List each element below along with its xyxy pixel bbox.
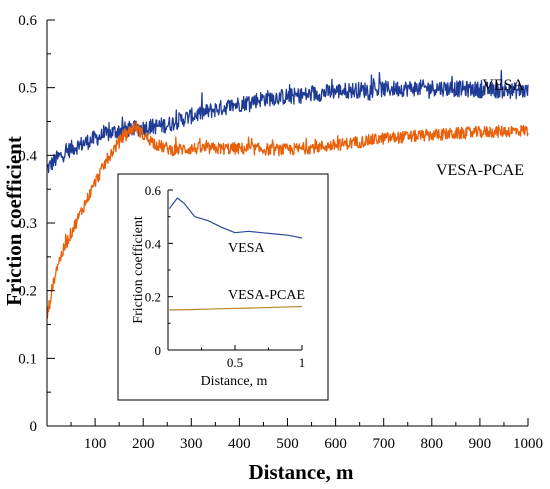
y-tick-label: 0.5	[18, 81, 37, 97]
inset-series-line-vesa	[168, 197, 303, 239]
x-tick-label: 500	[276, 436, 299, 452]
x-axis-title: Distance, m	[249, 460, 354, 484]
inset-series-label-vesa-pcae: VESA-PCAE	[228, 288, 305, 303]
x-tick-label: 300	[180, 436, 203, 452]
x-tick-label: 800	[421, 436, 444, 452]
y-tick-label: 0.4	[18, 148, 37, 164]
inset-x-tick-label: 0.5	[227, 355, 243, 370]
inset-y-tick-label: 0.2	[145, 290, 161, 305]
inset-y-tick-label: 0.4	[145, 236, 162, 251]
series-label-vesa-pcae: VESA-PCAE	[436, 162, 524, 179]
inset-x-tick-label: 1	[299, 355, 306, 370]
x-tick-label: 700	[372, 436, 395, 452]
series-line-vesa-pcae	[46, 120, 529, 319]
inset-series-label-vesa: VESA	[228, 241, 265, 256]
y-axis-title: Friction coefficient	[2, 136, 26, 306]
x-tick-label: 600	[324, 436, 347, 452]
inset-x-axis-title: Distance, m	[201, 374, 268, 389]
y-tick-label: 0.2	[18, 284, 37, 300]
y-tick-label: 0.6	[18, 13, 37, 29]
x-tick-label: 900	[469, 436, 492, 452]
inset-y-axis-title: Friction coefficient	[131, 216, 146, 324]
y-tick-label: 0.3	[18, 216, 37, 232]
x-tick-label: 400	[228, 436, 251, 452]
inset-box	[117, 173, 329, 401]
inset-axes-group: 0.5 1 0 0.2 0.4 0.6	[145, 183, 306, 370]
series-line-vesa	[46, 69, 529, 174]
y-tick-label: 0	[30, 419, 38, 435]
inset-chart: 0.5 1 0 0.2 0.4 0.6 Distance, m Friction coef…	[117, 173, 329, 401]
inset-y-tick-label: 0.6	[145, 183, 162, 198]
y-tick-label: 0.1	[18, 351, 37, 367]
inset-series-group	[168, 197, 303, 311]
x-tick-label: 200	[132, 436, 155, 452]
series-label-vesa: VESA	[482, 77, 524, 94]
inset-series-line-vesa-pcae	[169, 305, 303, 311]
main-series-group	[46, 69, 529, 319]
x-tick-label: 100	[84, 436, 107, 452]
x-tick-label: 1000	[513, 436, 543, 452]
inset-y-tick-label: 0	[155, 343, 162, 358]
main-axes-group: 100 200 300 400 500 600 700 800 900 100000.10.20.…	[18, 13, 543, 452]
